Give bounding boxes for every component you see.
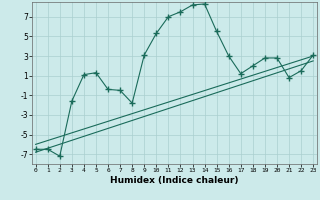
X-axis label: Humidex (Indice chaleur): Humidex (Indice chaleur) bbox=[110, 176, 239, 185]
